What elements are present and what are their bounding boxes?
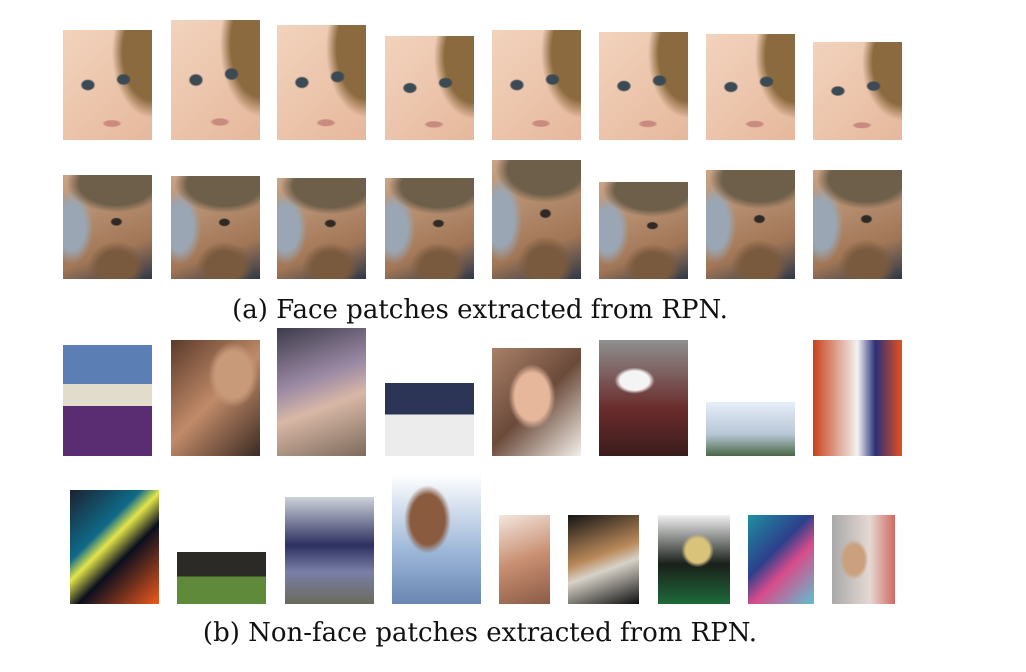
face-patch bbox=[492, 30, 581, 140]
face-patch bbox=[599, 182, 688, 279]
face-patch bbox=[492, 160, 581, 279]
non-face-patch bbox=[499, 515, 550, 604]
face-patch bbox=[277, 178, 366, 279]
non-face-patch bbox=[171, 340, 260, 456]
non-face-patch bbox=[832, 515, 895, 604]
non-face-patch bbox=[285, 497, 374, 604]
non-face-patch bbox=[70, 490, 159, 604]
face-patch bbox=[277, 25, 366, 140]
non-face-patch bbox=[277, 328, 366, 456]
non-face-patch bbox=[706, 402, 795, 456]
non-face-patch bbox=[492, 348, 581, 456]
non-face-patch bbox=[813, 340, 902, 456]
non-face-patch bbox=[748, 515, 814, 604]
non-face-patch bbox=[568, 515, 639, 604]
face-patch bbox=[171, 20, 260, 140]
face-patch bbox=[385, 178, 474, 279]
caption-a: (a) Face patches extracted from RPN. bbox=[232, 295, 728, 325]
face-patch bbox=[385, 36, 474, 140]
non-face-patch bbox=[63, 345, 152, 456]
face-patch bbox=[63, 30, 152, 140]
caption-b: (b) Non-face patches extracted from RPN. bbox=[202, 618, 758, 648]
non-face-patch bbox=[599, 340, 688, 456]
non-face-patch bbox=[392, 474, 481, 604]
non-face-patch bbox=[385, 352, 474, 456]
face-patch bbox=[813, 170, 902, 279]
face-patch bbox=[171, 176, 260, 279]
face-patch bbox=[706, 170, 795, 279]
face-patch bbox=[813, 42, 902, 140]
non-face-patch bbox=[658, 515, 730, 604]
non-face-patch bbox=[177, 543, 266, 604]
face-patch bbox=[599, 32, 688, 140]
face-patch bbox=[706, 34, 795, 140]
face-patch bbox=[63, 175, 152, 279]
